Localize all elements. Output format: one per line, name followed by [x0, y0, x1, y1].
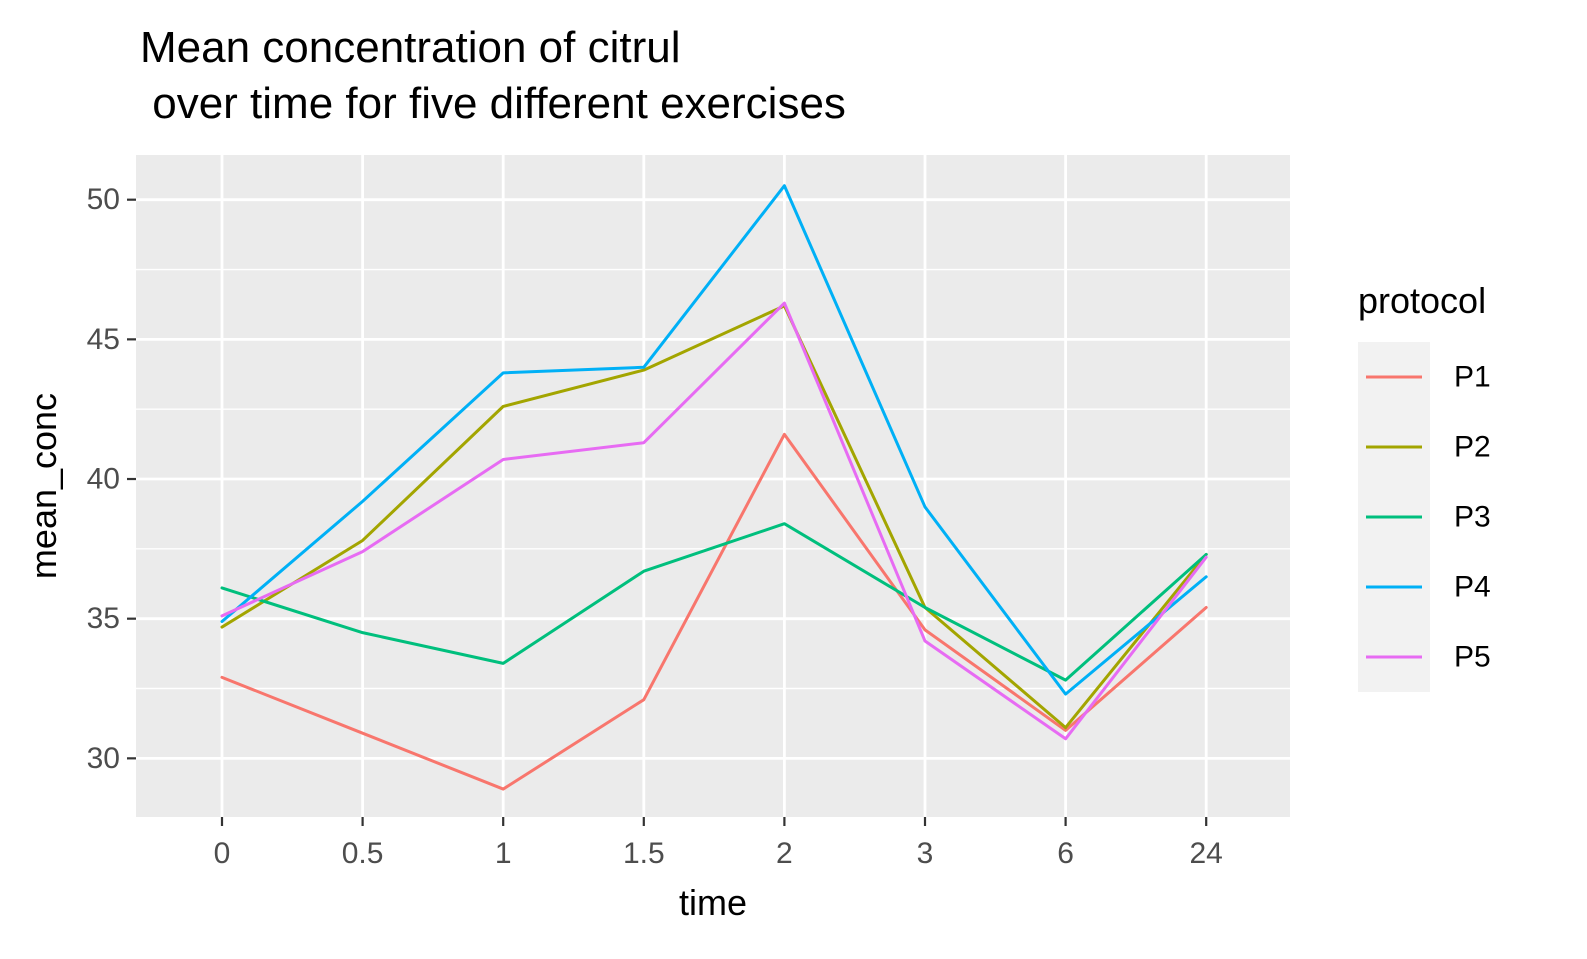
y-tick-label: 50: [87, 183, 120, 216]
series-line-p2: [220, 304, 1208, 730]
x-tick-label: 1.5: [623, 837, 665, 870]
y-tick-label: 45: [87, 323, 120, 356]
legend: protocol P1 P2 P3 P4 P5: [1358, 280, 1491, 692]
legend-label-p5: P5: [1454, 641, 1491, 674]
x-axis: 0 0.5 1 1.5 2 3 6 24: [214, 817, 1223, 870]
grid-major: [136, 155, 1290, 817]
x-tick-label: 3: [917, 837, 934, 870]
chart-title: Mean concentration of citrul over time f…: [140, 23, 846, 128]
series-lines: [220, 184, 1208, 791]
legend-items: P1 P2 P3 P4 P5: [1366, 361, 1491, 674]
legend-label-p2: P2: [1454, 431, 1491, 464]
series-line-p4: [220, 184, 1208, 696]
x-tick-label: 2: [776, 837, 793, 870]
legend-label-p1: P1: [1454, 361, 1491, 394]
y-tick-label: 40: [87, 463, 120, 496]
x-tick-label: 1: [495, 837, 512, 870]
x-tick-label: 0: [214, 837, 231, 870]
x-tick-label: 6: [1057, 837, 1074, 870]
y-tick-label: 35: [87, 602, 120, 635]
series-line-p3: [220, 522, 1208, 682]
y-tick-label: 30: [87, 742, 120, 775]
series-line-p5: [220, 301, 1208, 741]
x-axis-title: time: [679, 882, 747, 923]
legend-label-p3: P3: [1454, 501, 1491, 534]
x-tick-label: 24: [1190, 837, 1223, 870]
x-tick-label: 0.5: [342, 837, 384, 870]
plot-panel: [136, 155, 1290, 817]
legend-title: protocol: [1358, 280, 1486, 321]
y-axis: 30 35 40 45 50: [87, 183, 136, 775]
y-axis-title: mean_conc: [23, 393, 64, 579]
series-line-p1: [220, 432, 1208, 791]
legend-label-p4: P4: [1454, 571, 1491, 604]
